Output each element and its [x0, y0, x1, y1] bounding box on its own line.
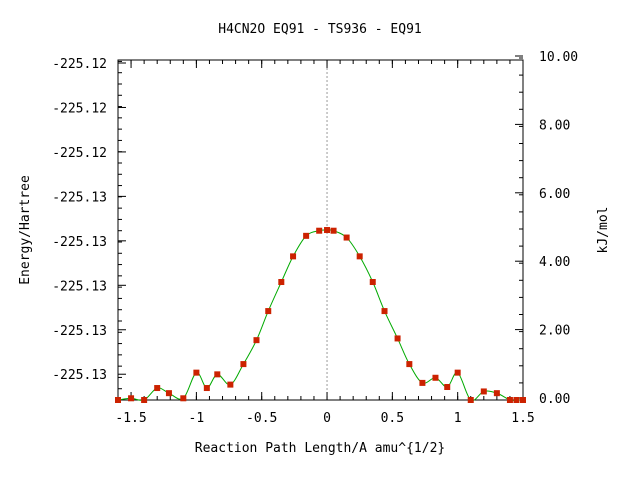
- y-left-tick-label: -225.13: [52, 324, 107, 339]
- series-line: [117, 229, 523, 402]
- y-right-tick-label: 10.00: [539, 50, 578, 65]
- data-point: [520, 397, 526, 403]
- data-point: [406, 361, 413, 368]
- data-point: [240, 361, 247, 368]
- data-point: [369, 279, 376, 286]
- y-right-tick-label: 0.00: [539, 392, 570, 407]
- x-tick-label: 0.5: [381, 411, 404, 426]
- data-point: [324, 227, 331, 234]
- data-point: [203, 385, 210, 392]
- data-point: [278, 279, 285, 286]
- data-point: [180, 395, 187, 402]
- data-point: [165, 390, 172, 397]
- data-point: [227, 381, 234, 388]
- chart-title: H4CN2O EQ91 - TS936 - EQ91: [218, 22, 422, 37]
- data-point: [432, 374, 439, 381]
- data-point: [444, 384, 451, 391]
- y-right-tick-label: 8.00: [539, 118, 570, 133]
- y-left-tick-label: -225.12: [52, 146, 107, 161]
- y2-axis-label: kJ/mol: [596, 207, 611, 254]
- y-left-tick-label: -225.12: [52, 101, 107, 116]
- data-point: [343, 234, 350, 241]
- data-point: [290, 253, 297, 260]
- data-point: [480, 388, 487, 395]
- data-point: [356, 253, 363, 260]
- data-point: [265, 308, 272, 315]
- data-point: [381, 308, 388, 315]
- x-tick-label: 0: [323, 411, 331, 426]
- y-right-tick-labels: 10.00 8.00 6.00 4.00 2.00 0.00: [539, 50, 578, 407]
- y-right-tick-label: 2.00: [539, 324, 570, 339]
- x-tick-label: -1: [189, 411, 205, 426]
- data-point: [316, 227, 323, 234]
- data-point: [493, 390, 500, 397]
- y-left-tick-label: -225.12: [52, 57, 107, 72]
- data-point: [513, 397, 520, 403]
- data-point: [193, 369, 200, 376]
- axis-ticks: [117, 55, 524, 401]
- y-axis-label: Energy/Hartree: [18, 175, 33, 285]
- data-point: [253, 337, 260, 344]
- x-tick-labels: -1.5 -1 -0.5 0 0.5 1 1.5: [115, 411, 534, 426]
- data-point: [506, 397, 513, 403]
- data-point: [467, 397, 474, 403]
- series-points: [115, 227, 526, 403]
- x-tick-label: 1.5: [511, 411, 534, 426]
- data-point: [115, 397, 121, 403]
- x-tick-label: 1: [454, 411, 462, 426]
- data-point: [141, 397, 148, 403]
- data-point: [454, 369, 461, 376]
- data-point: [214, 371, 221, 378]
- x-tick-label: -1.5: [115, 411, 146, 426]
- data-point: [330, 227, 337, 234]
- y-right-tick-label: 6.00: [539, 187, 570, 202]
- x-axis-label: Reaction Path Length/A amu^{1/2}: [195, 441, 445, 456]
- data-point: [303, 232, 310, 239]
- y-left-tick-label: -225.13: [52, 190, 107, 205]
- plot-frame: [117, 59, 524, 401]
- y-left-tick-label: -225.13: [52, 279, 107, 294]
- y-left-tick-label: -225.13: [52, 235, 107, 250]
- data-point: [394, 335, 401, 342]
- y-left-tick-labels: -225.12 -225.12 -225.12 -225.13 -225.13 -225.…: [52, 57, 107, 383]
- data-point: [154, 385, 161, 392]
- x-tick-label: -0.5: [246, 411, 277, 426]
- y-left-tick-label: -225.13: [52, 368, 107, 383]
- data-point: [419, 379, 426, 386]
- data-point: [128, 395, 135, 402]
- y-right-tick-label: 4.00: [539, 255, 570, 270]
